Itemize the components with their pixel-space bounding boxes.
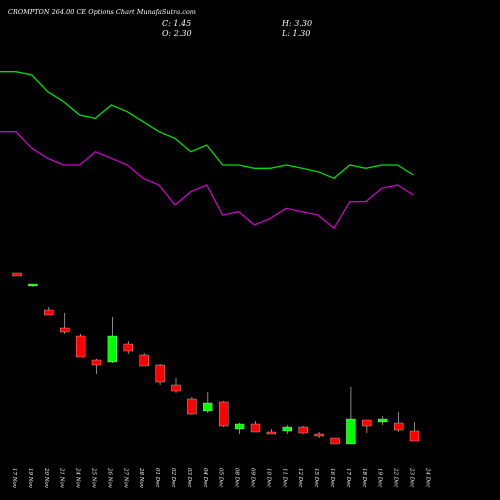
candle-body [123,343,133,352]
candle [187,397,197,415]
candle-body [155,364,165,383]
x-tick-label: 17 Dec [345,468,351,488]
x-tick-label: 20 Nov [43,467,49,489]
candle [298,426,308,434]
x-tick-label: 18 Dec [361,468,367,488]
candle-body [91,359,102,366]
candle-body [44,309,54,316]
candle [44,307,54,316]
candle-body [330,437,340,445]
candle-body [75,335,86,358]
candle-body [28,283,38,287]
x-tick-label: 26 Nov [106,467,112,489]
x-tick-label: 27 Nov [122,467,128,489]
x-tick-label: 19 Nov [27,468,33,489]
x-tick-label: 17 Nov [11,468,17,489]
candle-body [250,423,261,433]
candle [123,341,133,354]
open-value: O: 2.30 [162,29,192,38]
candle-body [282,426,292,432]
x-tick-label: 10 Dec [265,468,271,488]
candle [378,416,388,425]
x-tick-label: 15 Dec [313,468,319,488]
magenta-indicator-line [0,131,414,230]
candle-body [219,401,229,427]
candle [107,317,118,363]
x-axis-labels: 17 Nov 19 Nov 20 Nov 21 Nov 24 Nov 25 Nov 26 N… [11,467,430,489]
candle-body [203,402,213,412]
x-tick-label: 16 Dec [329,468,335,488]
candle [250,421,261,433]
candle-body [12,272,22,277]
candle-body [362,419,372,427]
x-tick-label: 19 Dec [377,468,383,488]
low-value: L: 1.30 [282,29,311,38]
candle [203,392,213,413]
candle [393,412,404,432]
candle-body [266,431,277,435]
candle-body [298,426,308,434]
x-tick-label: 05 Dec [218,468,224,488]
candle-body [107,335,118,363]
x-tick-label: 11 Dec [281,468,287,488]
x-tick-label: 24 Dec [424,467,430,488]
candle-body [378,418,388,423]
candle [139,353,149,367]
x-tick-label: 22 Dec [393,467,399,488]
chart-title: CROMPTON 264.00 CE Options Chart MunafaS… [8,8,196,16]
candle-body [171,384,181,392]
candle [330,437,340,445]
candle [155,364,165,385]
x-tick-label: 04 Dec [202,468,208,488]
candle [314,432,324,438]
candle [362,419,372,433]
candle [266,429,277,435]
candle-body [60,327,70,333]
candle [171,378,181,393]
candle [12,272,22,277]
indicator-lines [0,71,414,230]
candle [91,359,102,374]
x-tick-label: 12 Dec [297,468,303,488]
x-tick-label: 09 Dec [250,468,256,488]
x-tick-label: 08 Dec [234,468,240,488]
close-value: C: 1.45 [162,19,192,28]
candle [28,283,38,287]
x-tick-label: 21 Nov [59,467,65,489]
x-tick-label: 02 Dec [170,468,176,488]
candle [75,334,86,358]
high-value: H: 3.30 [282,19,313,28]
candle-body [346,418,356,445]
x-tick-label: 25 Nov [91,467,97,489]
candle [346,387,356,445]
candle [409,422,420,442]
x-tick-label: 01 Dec [154,468,160,488]
green-indicator-line [0,71,414,180]
candle-body [314,433,324,437]
x-tick-label: 28 Nov [138,467,144,489]
candle-body [187,398,197,415]
candle-body [409,430,420,442]
x-tick-label: 03 Dec [186,468,192,488]
x-tick-label: 24 Nov [75,467,81,489]
candle [219,401,229,427]
candle-body [393,422,404,431]
candle-body [234,423,245,430]
candles [12,272,420,445]
candle [282,425,292,434]
candle-body [139,354,149,367]
candle [234,423,245,434]
x-tick-label: 23 Dec [409,467,415,488]
candle [60,313,70,334]
